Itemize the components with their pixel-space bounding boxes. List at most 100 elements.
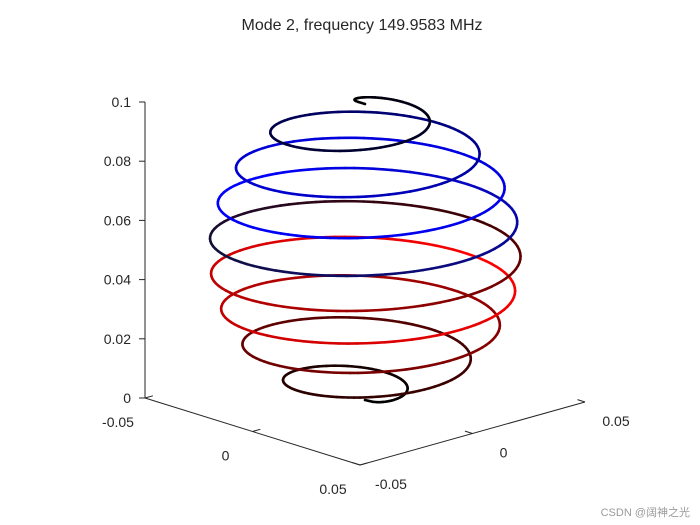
helix-segment [387,138,399,142]
z-tick-label: 0.02 [104,331,131,347]
helix-segment [410,336,422,341]
helix-segment [382,234,395,238]
helix-segment [421,267,433,272]
helix-segment [281,305,293,310]
y-tick-label: 0 [500,445,508,461]
helix-segment [409,240,421,244]
helix-segment [305,200,317,204]
helix-segment [383,340,396,344]
y-tick-mark [577,399,586,403]
helix-segment [381,168,394,172]
helix-segment [435,175,447,180]
helix-segment [392,339,405,343]
helix-segment [302,339,314,344]
helix-segment [413,279,425,284]
y-tick-mark [352,462,361,466]
helix-segment [436,332,447,337]
helix-segment [297,236,309,241]
helix-segment [393,271,406,275]
helix-segment [391,202,404,206]
helix-segment [443,246,455,251]
z-tick-label: 0.08 [104,153,131,169]
helix-segment [356,100,367,106]
helix-segment [405,278,417,283]
helix-segment [420,142,431,147]
helix-segment [298,168,311,172]
helix-segment [403,305,416,310]
helix-segment [412,304,425,309]
helix-segment [390,237,403,242]
helix-segment [273,304,285,308]
helix-segment [374,273,387,277]
z-tick-label: 0 [123,390,131,406]
helix-segment [397,277,409,282]
helix-segment [435,244,447,249]
helix-segment [401,203,414,207]
helix-segment [444,330,455,335]
helix-segment [454,212,465,218]
helix-segment [418,241,430,246]
helix-segment [405,367,416,371]
y-tick-mark [464,430,473,434]
helix-segment [282,169,294,174]
helix-segment [426,173,438,178]
y-tick-label: -0.05 [375,476,407,492]
y-tick-label: 0.05 [602,413,629,429]
helix-segment [313,137,324,141]
helix-segment [412,268,425,273]
helix-segment [451,178,462,184]
helix-segment [399,169,412,174]
z-tick-label: 0.06 [104,212,131,228]
helix-segment [389,369,400,373]
x-tick-mark [144,395,154,399]
helix-segment [390,168,403,173]
helix-segment [296,201,308,205]
helix-segment [394,306,407,311]
helix-segment [384,272,397,276]
helix-segment [279,203,291,207]
helix-segment [446,261,458,267]
helix-segment [282,270,294,275]
helix-segment [397,368,408,372]
helix-segment [372,370,384,374]
helix-segment [287,202,299,206]
helix-segment [372,200,385,204]
helix-segment [419,205,432,210]
helix-segment [295,234,306,238]
helix-segment [266,267,277,272]
helix-segment [303,235,315,239]
x-tick-mark [252,428,261,432]
helix-segment [417,172,430,177]
x-tick-mark [359,462,369,466]
helix-segment [381,201,395,205]
helix-segment [408,170,421,175]
helix-segment [427,333,439,339]
helix-segment [374,340,387,345]
helix-segment [438,263,450,269]
helix-segment [274,269,285,274]
helix-segment [271,204,282,209]
helix-segment [379,137,391,141]
helix-segment [412,141,424,146]
helix-segment [294,275,306,280]
helix-segment [419,335,431,340]
helix-segment [422,302,434,307]
helix-segment [280,238,292,243]
helix-segment [373,235,386,239]
axes: 0 0.02 0.04 0.06 0.08 0.1 -0.05 0 0.05 -0.05 0 0.05 [102,94,630,497]
helix-segment [427,242,439,248]
helix-segment [456,295,467,300]
helix-segment [371,167,384,171]
helix-segment [363,398,375,404]
helix-segment [266,302,277,307]
helix-segment [391,233,404,238]
helix-segment [388,276,400,281]
helix-segment [381,369,392,374]
z-tick-label: 0.1 [112,94,132,110]
helix-segment [379,275,392,280]
helix-segment [288,237,301,242]
helix-segment [287,233,298,237]
helix-segment [294,339,306,343]
helix-segment [417,229,429,234]
